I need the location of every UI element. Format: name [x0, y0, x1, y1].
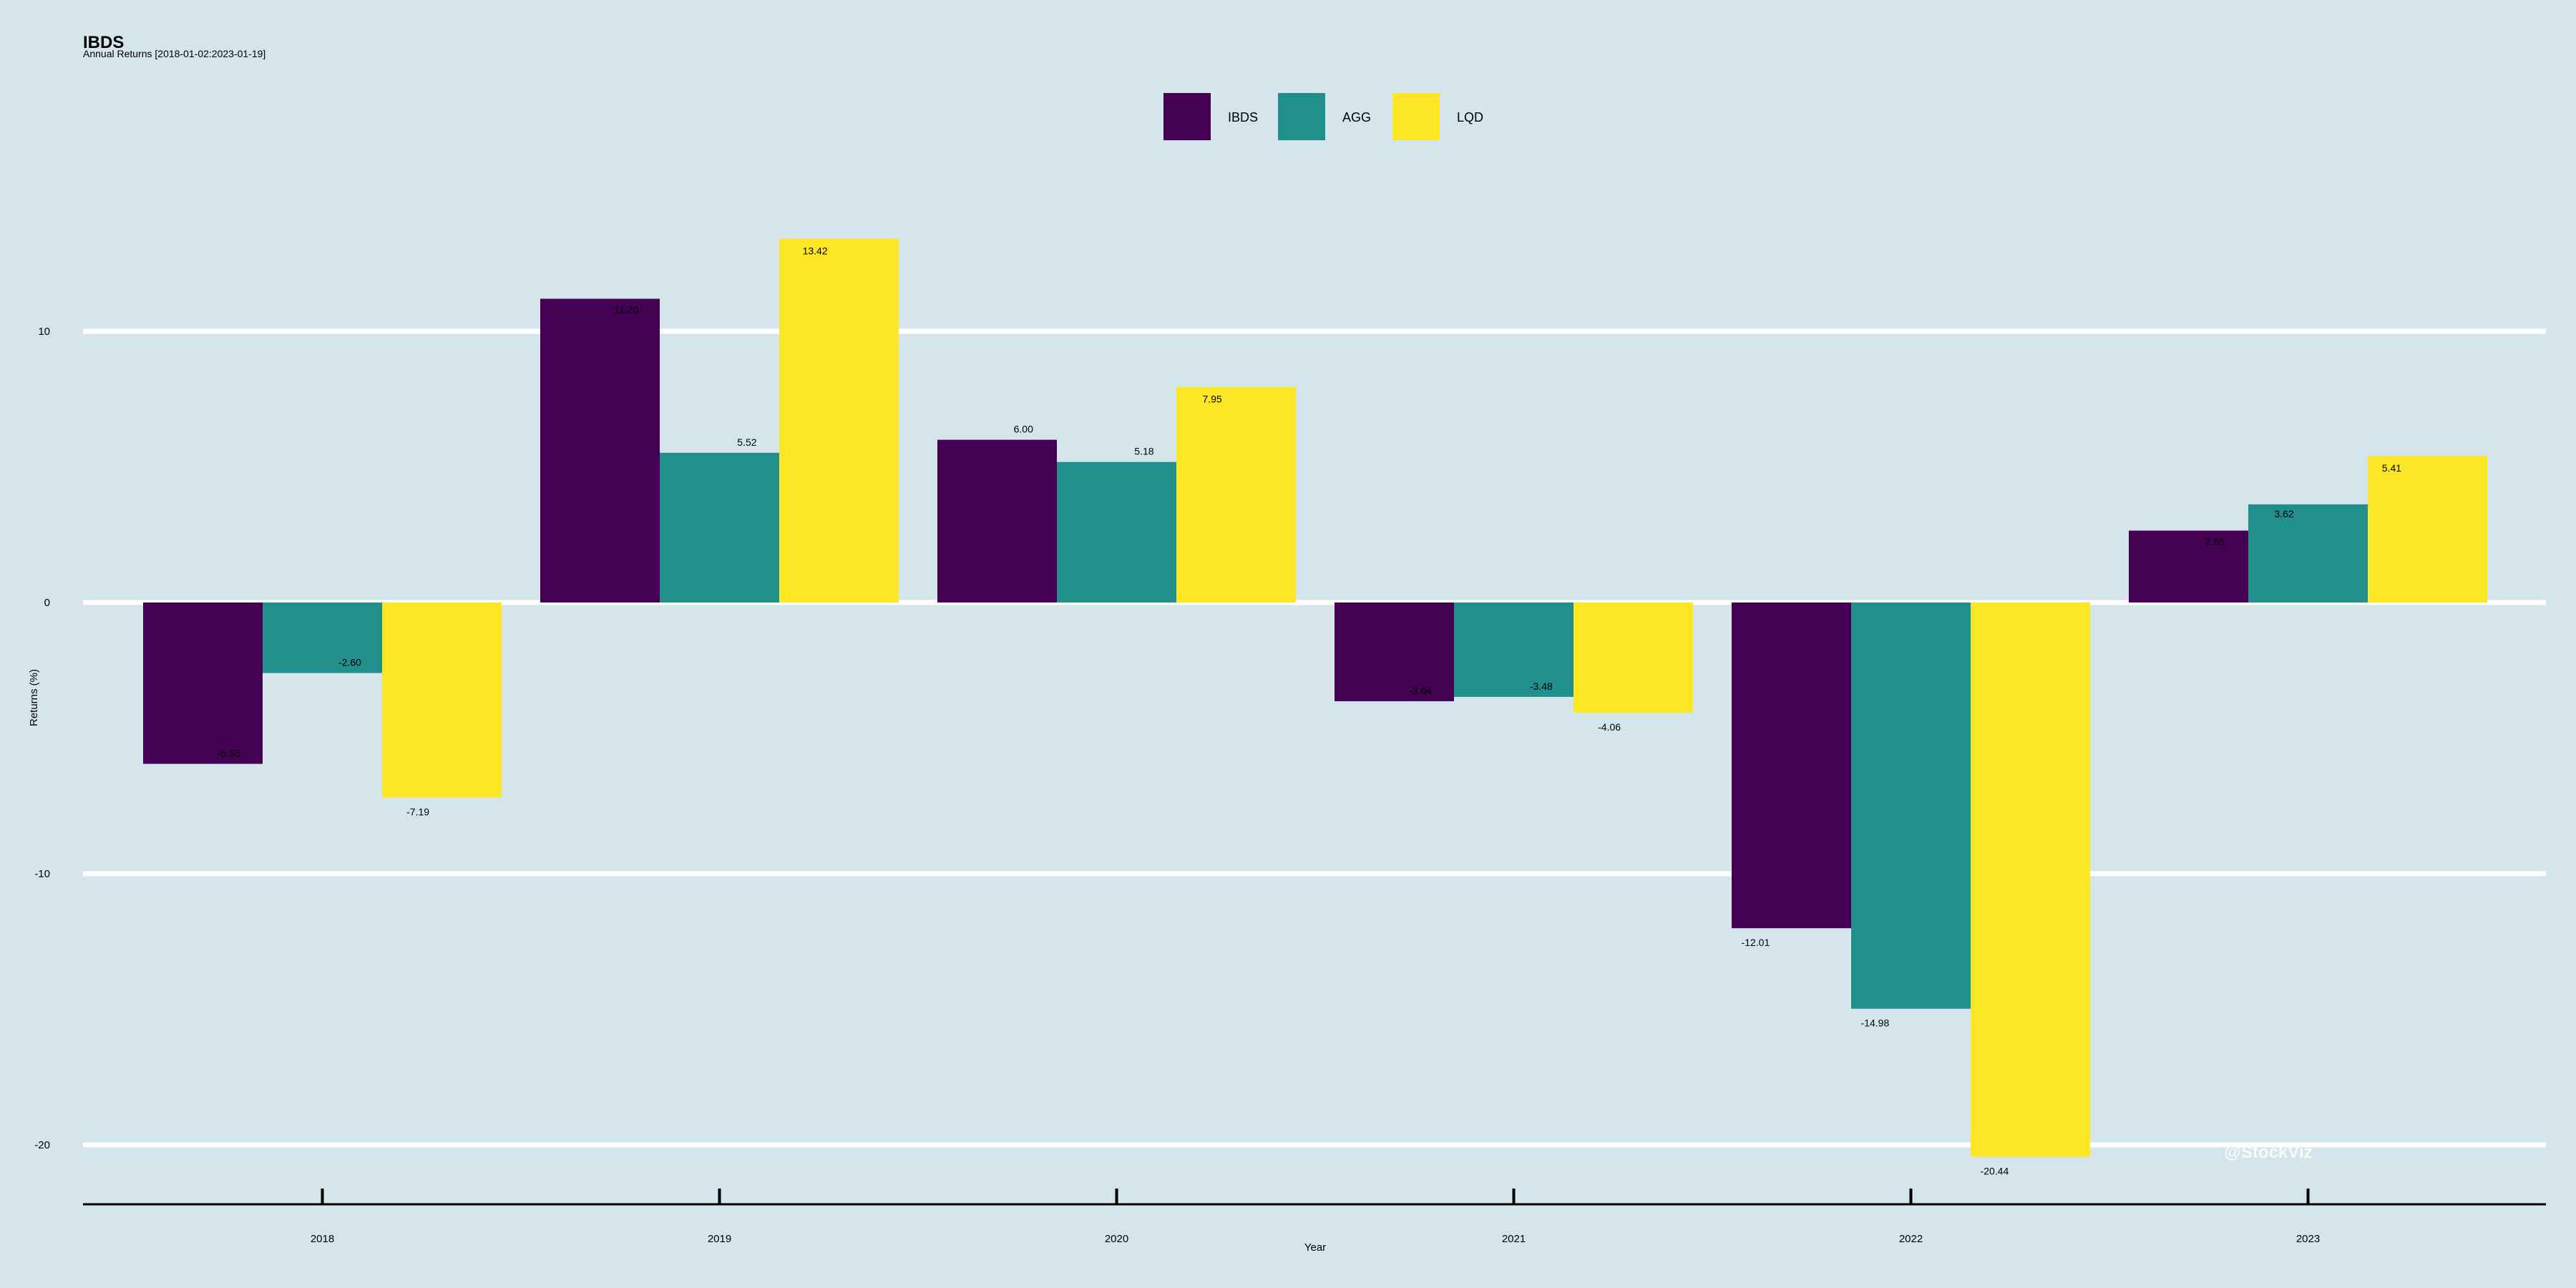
bar-agg-2022: [1851, 602, 1971, 1009]
chart-subtitle: Annual Returns [2018-01-02:2023-01-19]: [83, 48, 265, 59]
bar-ibds-2023: [2129, 530, 2248, 602]
data-label: -5.95: [218, 748, 240, 759]
data-label: 6.00: [1014, 424, 1033, 435]
data-label: 7.95: [1202, 394, 1221, 405]
bar-lqd-2023: [2368, 455, 2487, 602]
bar-lqd-2022: [1971, 602, 2090, 1157]
x-tick-label: 2018: [311, 1233, 334, 1245]
bar-ibds-2020: [937, 439, 1057, 602]
data-label: 5.18: [1134, 446, 1153, 457]
y-tick-label: 0: [44, 597, 50, 609]
x-tick-label: 2022: [1899, 1233, 1923, 1245]
bar-ibds-2021: [1335, 602, 1454, 701]
legend-label-agg: AGG: [1342, 110, 1371, 125]
legend: IBDS AGG LQD: [1163, 93, 1483, 140]
data-label: -4.06: [1598, 721, 1621, 733]
bar-agg-2021: [1454, 602, 1574, 697]
data-label: 3.62: [2274, 508, 2293, 519]
data-label: -12.01: [1742, 937, 1770, 948]
bar-lqd-2021: [1574, 602, 1693, 713]
chart-title: IBDS: [83, 33, 124, 52]
bar-ibds-2018: [143, 602, 263, 764]
data-label: 11.20: [614, 304, 638, 316]
data-labels: -5.95 11.20 6.00 -3.64 -12.01 2.65 -2.60 5.52 5.…: [218, 245, 2401, 1176]
legend-swatch-agg: [1278, 93, 1325, 140]
data-label: 5.41: [2382, 462, 2401, 474]
y-tick-label: -20: [34, 1139, 50, 1151]
bar-ibds-2019: [540, 298, 660, 602]
legend-label-lqd: LQD: [1457, 110, 1483, 125]
legend-label-ibds: IBDS: [1228, 110, 1258, 125]
x-axis-title: Year: [1304, 1241, 1326, 1254]
x-axis: 2018 2019 2020 2021 2022 2023: [83, 1189, 2546, 1245]
data-label: 5.52: [737, 436, 756, 448]
bar-lqd-2019: [779, 238, 899, 602]
bar-lqd-2018: [382, 602, 502, 798]
x-tick-label: 2023: [2296, 1233, 2320, 1245]
data-label: -3.64: [1409, 685, 1432, 696]
bars: [143, 238, 2487, 1157]
data-label: 13.42: [803, 245, 828, 256]
data-label: -2.60: [338, 657, 361, 668]
bar-agg-2019: [660, 452, 779, 602]
x-tick-label: 2021: [1502, 1233, 1526, 1245]
bar-agg-2023: [2248, 504, 2368, 602]
bar-agg-2018: [263, 602, 382, 673]
data-label: -14.98: [1861, 1018, 1890, 1029]
y-tick-label: -10: [34, 868, 50, 880]
x-tick-label: 2019: [708, 1233, 731, 1245]
legend-swatch-ibds: [1163, 93, 1211, 140]
bar-lqd-2020: [1176, 386, 1296, 602]
bar-agg-2020: [1057, 462, 1176, 602]
bar-ibds-2022: [1732, 602, 1851, 929]
data-label: -7.19: [406, 806, 429, 818]
data-label: -20.44: [1981, 1166, 2009, 1177]
y-axis-title: Returns (%): [28, 669, 40, 726]
legend-swatch-lqd: [1392, 93, 1440, 140]
data-label: 2.65: [2205, 536, 2225, 547]
x-tick-label: 2020: [1105, 1233, 1128, 1245]
data-label: -3.48: [1530, 680, 1553, 692]
y-tick-label: 10: [38, 326, 50, 338]
watermark: @StockViz: [2225, 1143, 2313, 1162]
